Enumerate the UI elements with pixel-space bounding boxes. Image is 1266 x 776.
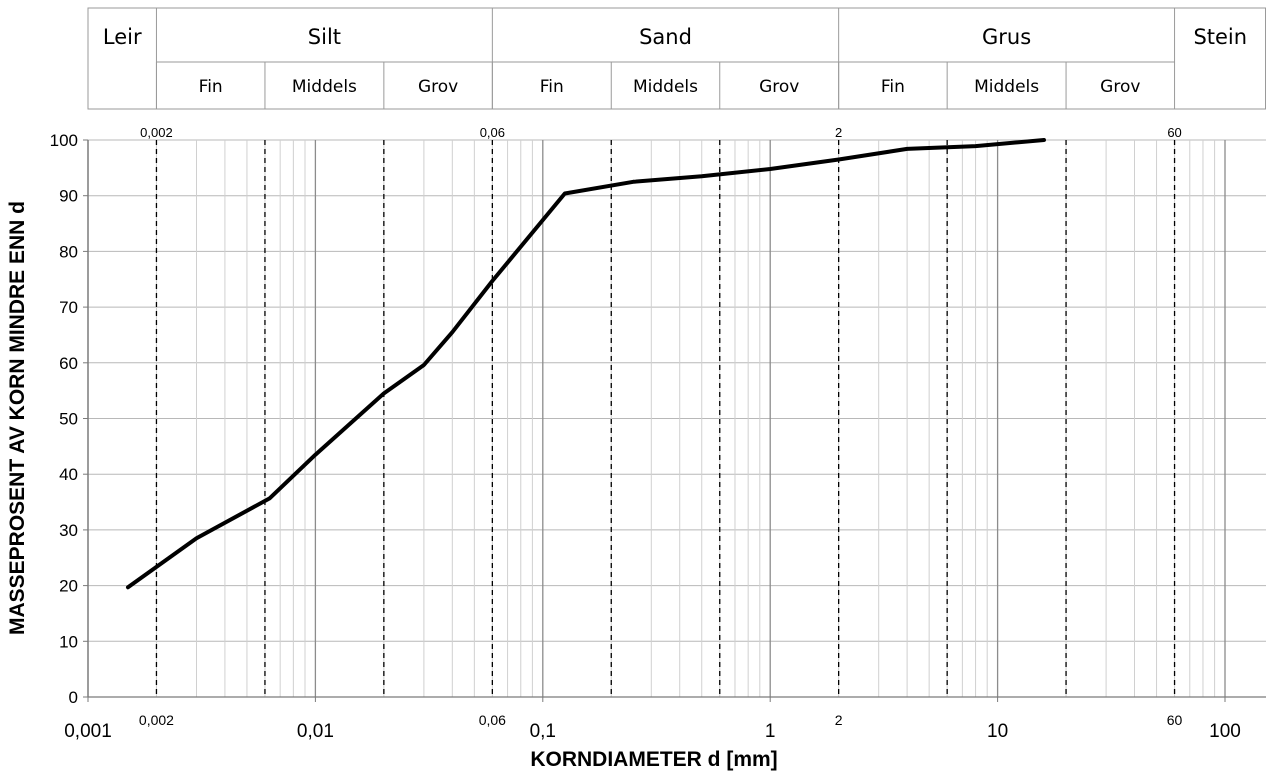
boundary-label-top: 2 <box>835 125 842 140</box>
x-axis-title: KORNDIAMETER d [mm] <box>530 748 777 771</box>
x-tick-label: 10 <box>987 721 1008 742</box>
y-tick-label: 100 <box>50 131 78 150</box>
y-tick-label: 90 <box>59 187 78 206</box>
header-sub-label: Grov <box>418 77 458 97</box>
y-tick-label: 50 <box>59 410 78 429</box>
x-tick-label: 1 <box>765 721 776 742</box>
y-tick-label: 60 <box>59 354 78 373</box>
header-sub-label: Middels <box>633 77 698 97</box>
x-tick-label: 0,01 <box>297 721 334 742</box>
fraction-boundaries: 0,002 0,002 0,06 0,06 2 2 60 60 <box>139 125 1183 728</box>
header-sub-label: Middels <box>292 77 357 97</box>
boundary-label-top: 60 <box>1167 125 1181 140</box>
header-main-label: Leir <box>103 25 142 49</box>
y-tick-label: 80 <box>59 242 78 261</box>
y-tick-label: 0 <box>69 688 78 707</box>
boundary-label-bottom: 2 <box>835 712 843 728</box>
boundary-label-top: 0,002 <box>140 125 173 140</box>
y-axis-title: MASSEPROSENT AV KORN MINDRE ENN d <box>6 201 29 635</box>
header-main-label: Sand <box>639 25 692 49</box>
boundary-label-bottom: 0,06 <box>479 712 506 728</box>
header-sub-label: Middels <box>974 77 1039 97</box>
header-sub-label: Grov <box>1100 77 1140 97</box>
header-main-label: Stein <box>1193 25 1247 49</box>
header-sub-label: Grov <box>759 77 799 97</box>
y-tick-label: 10 <box>59 632 78 651</box>
header-sub-label: Fin <box>199 77 223 97</box>
header-sub-label: Fin <box>881 77 905 97</box>
boundary-label-top: 0,06 <box>480 125 505 140</box>
y-tick-label: 30 <box>59 521 78 540</box>
header-sub-label: Fin <box>540 77 564 97</box>
x-tick-label: 100 <box>1209 721 1241 742</box>
grading-curve <box>126 138 1046 590</box>
y-tick-label: 20 <box>59 577 78 596</box>
header-main-label: Grus <box>982 25 1031 49</box>
y-tick-label: 70 <box>59 298 78 317</box>
boundary-label-bottom: 60 <box>1167 712 1183 728</box>
boundary-label-bottom: 0,002 <box>139 712 174 728</box>
x-tick-label: 0,1 <box>530 721 556 742</box>
y-tick-label: 40 <box>59 465 78 484</box>
series-layer <box>126 138 1046 590</box>
axes: 0 10 20 30 40 50 60 70 80 90 100 0,001 0,01 0,1 1 10 100 <box>50 131 1266 742</box>
classification-header: Leir Silt Sand Grus Stein Fin Middels Grov Fin Mi… <box>87 7 1266 110</box>
header-main-label: Silt <box>308 25 341 49</box>
x-tick-label: 0,001 <box>64 721 112 742</box>
